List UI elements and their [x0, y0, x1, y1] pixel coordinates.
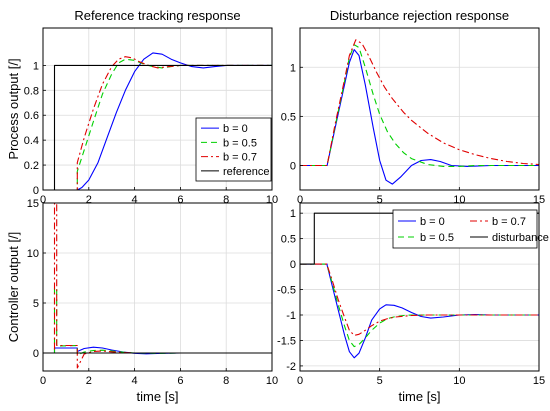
series-group — [43, 203, 272, 369]
x-tick-label: 4 — [132, 194, 138, 206]
y-axis-label: Controller output [/] — [6, 232, 21, 343]
x-tick-label: 6 — [177, 194, 183, 206]
y-tick-label: -2 — [286, 361, 296, 373]
y-tick-label: 0 — [290, 259, 296, 271]
y-tick-label: 0.5 — [281, 234, 296, 246]
x-tick-label: 8 — [223, 194, 229, 206]
x-tick-label: 0 — [40, 375, 46, 387]
y-tick-label: -0.5 — [277, 285, 296, 297]
x-tick-label: 0 — [40, 194, 46, 206]
legend-label: b = 0 — [223, 123, 248, 135]
y-tick-label: 1 — [290, 208, 296, 220]
x-tick-label: 15 — [533, 375, 545, 387]
y-tick-label: 0.8 — [24, 85, 39, 97]
series-line-b-0-5 — [43, 58, 272, 190]
x-tick-label: 6 — [177, 375, 183, 387]
legend-label: b = 0.5 — [223, 137, 257, 149]
series-line-b-0 — [43, 52, 272, 190]
legend: b = 0 b = 0.5 b = 0.7 reference — [195, 117, 272, 182]
plot-area — [43, 203, 272, 371]
legend-label: b = 0.7 — [492, 216, 526, 228]
y-tick-label: 0.6 — [24, 110, 39, 122]
y-tick-label: 0 — [290, 160, 296, 172]
series-line-b-0 — [300, 49, 539, 185]
x-tick-label: 10 — [453, 375, 465, 387]
axes-frame — [299, 27, 540, 191]
series-line-reference — [43, 64, 272, 190]
series-line-b-0-7 — [43, 56, 272, 190]
y-tick-label: 5 — [33, 298, 39, 310]
y-tick-label: 0 — [33, 348, 39, 360]
x-tick-label: 10 — [266, 375, 278, 387]
chart-title: Disturbance rejection response — [330, 8, 509, 23]
axes-frame — [42, 27, 273, 191]
x-tick-label: 2 — [86, 375, 92, 387]
y-tick-label: 0 — [33, 185, 39, 197]
plot-area — [300, 28, 539, 190]
series-group — [43, 52, 272, 190]
series-line-b-0 — [300, 263, 539, 359]
x-tick-label: 0 — [297, 194, 303, 206]
x-tick-label: 5 — [377, 375, 383, 387]
y-tick-label: 10 — [27, 248, 39, 260]
legend-label: disturbance — [492, 232, 549, 244]
series-group — [300, 39, 539, 185]
y-tick-label: 1 — [33, 60, 39, 72]
x-axis-label: time [s] — [137, 389, 179, 404]
y-tick-label: -1.5 — [277, 335, 296, 347]
legend-label: b = 0.5 — [420, 232, 454, 244]
y-tick-label: 15 — [27, 198, 39, 210]
legend: b = 0 b = 0.7 b = 0.5 disturbance — [392, 209, 549, 249]
legend-label: b = 0.7 — [223, 152, 257, 164]
x-tick-label: 5 — [377, 194, 383, 206]
legend-label: reference — [223, 166, 269, 178]
y-tick-label: 0.2 — [24, 160, 39, 172]
chart-panel-tracking_control: 0 2 4 6 8 10 0 5 10 15 time [s] Controller output [… — [6, 198, 278, 404]
axes-frame — [299, 202, 540, 372]
x-tick-label: 4 — [132, 375, 138, 387]
chart-title: Reference tracking response — [74, 8, 240, 23]
y-tick-label: 0.5 — [281, 111, 296, 123]
series-line-b-0-7 — [300, 263, 539, 336]
y-tick-label: 1 — [290, 62, 296, 74]
y-axis-label: Process output [/] — [6, 58, 21, 159]
x-tick-label: 8 — [223, 375, 229, 387]
legend-box — [392, 209, 538, 249]
axes-frame — [42, 202, 273, 372]
y-tick-label: -1 — [286, 310, 296, 322]
x-tick-label: 0 — [297, 375, 303, 387]
legend-label: b = 0 — [420, 216, 445, 228]
x-tick-label: 2 — [86, 194, 92, 206]
series-line-b-0-7 — [300, 39, 539, 167]
y-tick-label: 0.4 — [24, 135, 39, 147]
series-line-b-0-5 — [300, 263, 539, 348]
x-axis-label: time [s] — [399, 389, 441, 404]
